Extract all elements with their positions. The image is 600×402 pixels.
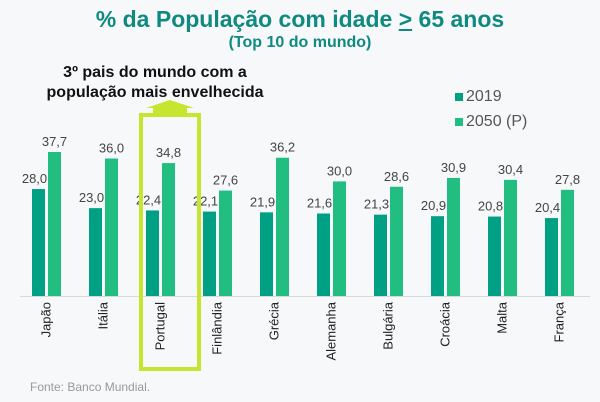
data-label: 22,1: [193, 194, 218, 209]
data-label: 34,8: [156, 145, 181, 160]
bar-2050P-6: [390, 186, 403, 296]
bar-2050P-2: [162, 163, 175, 296]
legend-2019: 2019: [455, 88, 502, 106]
data-label: 21,6: [307, 195, 332, 210]
bar-2050P-4: [276, 157, 289, 296]
bar-2019-2: [146, 210, 159, 296]
bar-2019-6: [374, 214, 387, 296]
bar-2019-1: [89, 208, 102, 296]
source-note: Fonte: Banco Mundial.: [30, 380, 151, 394]
bar-2050P-9: [561, 189, 574, 296]
chart-subtitle: (Top 10 do mundo): [228, 34, 372, 51]
bar-2019-4: [260, 212, 273, 296]
legend-2050: 2050 (P): [455, 113, 527, 131]
bar-2019-0: [32, 189, 45, 296]
bar-2019-8: [488, 216, 501, 296]
category-label: Itália: [96, 301, 111, 329]
data-label: 27,6: [213, 173, 238, 188]
data-label: 21,3: [364, 197, 389, 212]
bar-2019-9: [545, 218, 558, 296]
bar-2050P-5: [333, 181, 346, 296]
category-label: França: [552, 301, 567, 342]
bar-2050P-8: [504, 179, 517, 296]
arrow-up-icon: [146, 100, 194, 113]
category-label: Croácia: [438, 301, 453, 347]
bar-2050P-7: [447, 177, 460, 296]
category-label: Alemanha: [324, 301, 339, 360]
category-label: Grécia: [267, 301, 282, 340]
category-label: Finlândia: [210, 301, 225, 355]
annotation-text: 3º pais do mundo com a população mais en…: [46, 64, 264, 101]
legend-swatch: [455, 93, 463, 101]
data-label: 30,0: [327, 163, 352, 178]
data-label: 30,9: [441, 160, 466, 175]
data-label: 30,4: [498, 162, 523, 177]
data-label: 20,4: [535, 200, 560, 215]
chart-title: % da População com idade > 65 anos: [95, 6, 505, 32]
data-label: 28,0: [22, 171, 47, 186]
data-label: 20,8: [478, 199, 503, 214]
data-label: 21,9: [250, 194, 275, 209]
bar-2050P-1: [105, 158, 118, 296]
category-label: Japão: [39, 302, 54, 337]
data-label: 36,0: [99, 140, 124, 155]
category-label: Malta: [495, 301, 510, 334]
data-label: 23,0: [79, 190, 104, 205]
bar-2019-5: [317, 213, 330, 296]
bar-2019-3: [203, 211, 216, 296]
category-label: Portugal: [153, 302, 168, 351]
legend-swatch: [455, 118, 463, 126]
data-label: 20,9: [421, 198, 446, 213]
data-label: 36,2: [270, 140, 295, 155]
bar-2019-7: [431, 216, 444, 296]
bar-2050P-3: [219, 190, 232, 296]
data-label: 37,7: [42, 134, 67, 149]
data-label: 28,6: [384, 169, 409, 184]
bar-2050P-0: [48, 152, 61, 296]
data-label: 27,8: [555, 172, 580, 187]
highlight-box: [139, 113, 201, 371]
category-label: Bulgária: [381, 301, 396, 349]
